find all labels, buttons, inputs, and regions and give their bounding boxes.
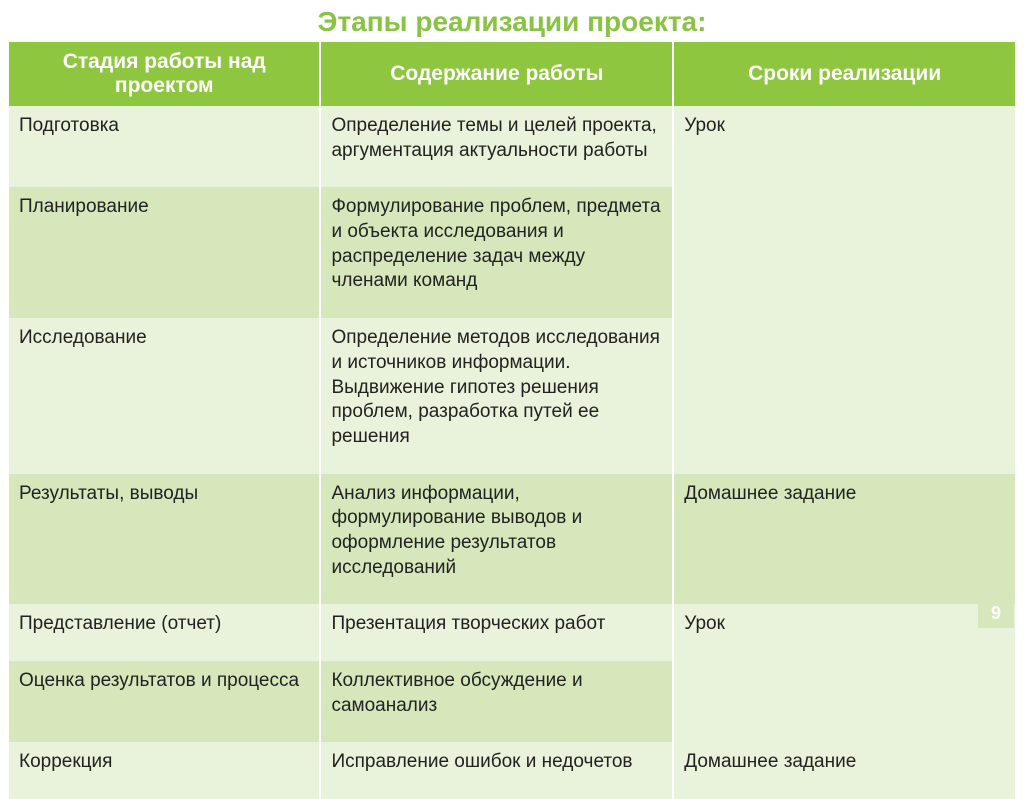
table-body: ПодготовкаОпределение темы и целей проек… [8,106,1016,799]
stages-table: Стадия работы над проектом Содержание ра… [7,42,1017,799]
cell-content: Коллективное обсуждение и самоанализ [320,661,673,742]
table-row: Результаты, выводыАнализ информации, фор… [8,474,1016,605]
page-number: 9 [991,603,1001,624]
cell-stage: Исследование [8,318,320,473]
page-number-badge: 9 [978,598,1014,628]
cell-stage: Коррекция [8,742,320,799]
cell-content: Определение темы и целей проекта, аргуме… [320,106,673,187]
cell-stage: Оценка результатов и процесса [8,661,320,742]
table-row: КоррекцияИсправление ошибок и недочетовД… [8,742,1016,799]
header-stage: Стадия работы над проектом [8,42,320,106]
cell-content: Презентация творческих работ [320,604,673,661]
table-header-row: Стадия работы над проектом Содержание ра… [8,42,1016,106]
cell-stage: Подготовка [8,106,320,187]
header-content: Содержание работы [320,42,673,106]
cell-timeline: Домашнее задание [673,742,1016,799]
header-timeline: Сроки реализации [673,42,1016,106]
cell-stage: Планирование [8,187,320,318]
cell-content: Анализ информации, формулирование выводо… [320,474,673,605]
cell-content: Формулирование проблем, предмета и объек… [320,187,673,318]
cell-timeline: Домашнее задание [673,474,1016,605]
cell-content: Определение методов исследования и источ… [320,318,673,473]
cell-content: Исправление ошибок и недочетов [320,742,673,799]
table-row: ПодготовкаОпределение темы и целей проек… [8,106,1016,187]
cell-timeline: Урок [673,604,1016,742]
cell-stage: Представление (отчет) [8,604,320,661]
table-row: Представление (отчет)Презентация творчес… [8,604,1016,661]
page-title: Этапы реализации проекта: [0,0,1024,42]
cell-stage: Результаты, выводы [8,474,320,605]
cell-timeline: Урок [673,106,1016,474]
